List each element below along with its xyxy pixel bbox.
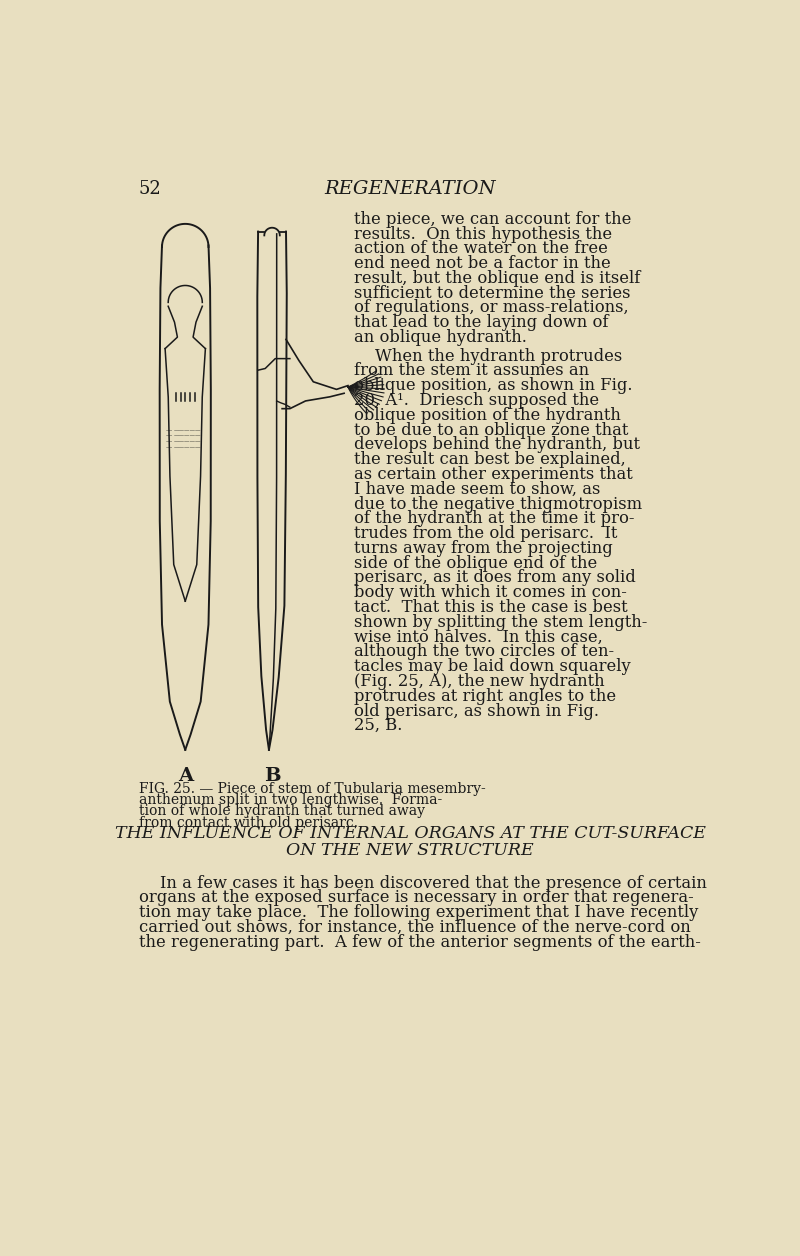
Text: from contact with old perisarc.: from contact with old perisarc. xyxy=(138,815,358,830)
Text: as certain other experiments that: as certain other experiments that xyxy=(354,466,633,484)
Text: ON THE NEW STRUCTURE: ON THE NEW STRUCTURE xyxy=(286,843,534,859)
Text: of the hydranth at the time it pro-: of the hydranth at the time it pro- xyxy=(354,510,634,528)
Text: FIG. 25. — Piece of stem of Tubularia mesembry-: FIG. 25. — Piece of stem of Tubularia me… xyxy=(138,782,486,796)
Text: an oblique hydranth.: an oblique hydranth. xyxy=(354,329,527,347)
Text: tion may take place.  The following experiment that I have recently: tion may take place. The following exper… xyxy=(138,904,698,921)
Text: develops behind the hydranth, but: develops behind the hydranth, but xyxy=(354,436,640,453)
Text: A: A xyxy=(178,766,193,785)
Text: turns away from the projecting: turns away from the projecting xyxy=(354,540,613,556)
Text: (Fig. 25, A), the new hydranth: (Fig. 25, A), the new hydranth xyxy=(354,673,605,690)
Text: 20, A¹.  Driesch supposed the: 20, A¹. Driesch supposed the xyxy=(354,392,599,409)
Text: from the stem it assumes an: from the stem it assumes an xyxy=(354,363,590,379)
Text: —
—
—
—: — — — — xyxy=(166,428,172,451)
Text: tacles may be laid down squarely: tacles may be laid down squarely xyxy=(354,658,631,676)
Text: of regulations, or mass-relations,: of regulations, or mass-relations, xyxy=(354,299,629,317)
Text: that lead to the laying down of: that lead to the laying down of xyxy=(354,314,609,332)
Text: sufficient to determine the series: sufficient to determine the series xyxy=(354,285,630,301)
Text: action of the water on the free: action of the water on the free xyxy=(354,240,608,257)
Text: tion of whole hydranth that turned away: tion of whole hydranth that turned away xyxy=(138,804,425,819)
Text: tact.  That this is the case is best: tact. That this is the case is best xyxy=(354,599,628,615)
Text: When the hydranth protrudes: When the hydranth protrudes xyxy=(354,348,622,364)
Text: In a few cases it has been discovered that the presence of certain: In a few cases it has been discovered th… xyxy=(138,874,706,892)
Text: to be due to an oblique zone that: to be due to an oblique zone that xyxy=(354,422,629,438)
Text: due to the negative thigmotropism: due to the negative thigmotropism xyxy=(354,496,642,512)
Text: end need not be a factor in the: end need not be a factor in the xyxy=(354,255,611,273)
Text: THE INFLUENCE OF INTERNAL ORGANS AT THE CUT-SURFACE: THE INFLUENCE OF INTERNAL ORGANS AT THE … xyxy=(114,825,706,843)
Text: —————
—————
—————
—————: ————— ————— ————— ————— xyxy=(174,428,201,451)
Text: oblique position, as shown in Fig.: oblique position, as shown in Fig. xyxy=(354,377,633,394)
Text: trudes from the old perisarc.  It: trudes from the old perisarc. It xyxy=(354,525,618,543)
Text: old perisarc, as shown in Fig.: old perisarc, as shown in Fig. xyxy=(354,702,599,720)
Text: anthemum split in two lengthwise.  Forma-: anthemum split in two lengthwise. Forma- xyxy=(138,794,442,808)
Text: the result can best be explained,: the result can best be explained, xyxy=(354,451,626,468)
Text: result, but the oblique end is itself: result, but the oblique end is itself xyxy=(354,270,641,286)
Text: protrudes at right angles to the: protrudes at right angles to the xyxy=(354,688,616,705)
Text: although the two circles of ten-: although the two circles of ten- xyxy=(354,643,614,661)
Text: REGENERATION: REGENERATION xyxy=(324,180,496,198)
Text: wise into halves.  In this case,: wise into halves. In this case, xyxy=(354,628,603,646)
Text: shown by splitting the stem length-: shown by splitting the stem length- xyxy=(354,614,647,631)
Text: 52: 52 xyxy=(138,180,162,198)
Text: body with which it comes in con-: body with which it comes in con- xyxy=(354,584,627,602)
Text: B: B xyxy=(265,766,281,785)
Text: perisarc, as it does from any solid: perisarc, as it does from any solid xyxy=(354,569,636,587)
Text: the regenerating part.  A few of the anterior segments of the earth-: the regenerating part. A few of the ante… xyxy=(138,933,701,951)
Text: results.  On this hypothesis the: results. On this hypothesis the xyxy=(354,226,612,242)
Text: carried out shows, for instance, the influence of the nerve-cord on: carried out shows, for instance, the inf… xyxy=(138,919,690,936)
Text: the piece, we can account for the: the piece, we can account for the xyxy=(354,211,631,227)
Text: oblique position of the hydranth: oblique position of the hydranth xyxy=(354,407,621,423)
Text: I have made seem to show, as: I have made seem to show, as xyxy=(354,481,601,497)
Text: organs at the exposed surface is necessary in order that regenera-: organs at the exposed surface is necessa… xyxy=(138,889,694,907)
Text: side of the oblique end of the: side of the oblique end of the xyxy=(354,555,598,571)
Text: 25, B.: 25, B. xyxy=(354,717,402,735)
